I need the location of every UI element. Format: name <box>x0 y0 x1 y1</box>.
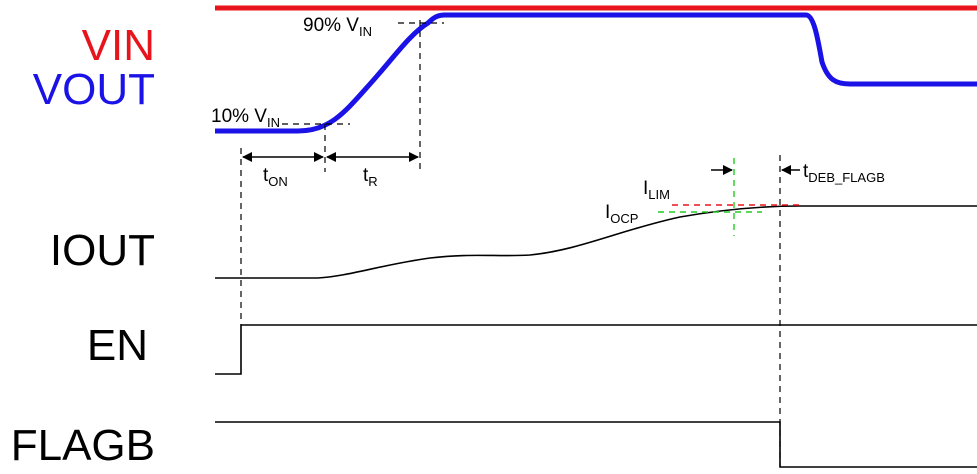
iout-label: IOUT <box>50 226 155 275</box>
ninety-percent-vin-label: 90% VIN <box>303 15 372 39</box>
flagb-label: FLAGB <box>11 421 155 470</box>
flagb-waveform <box>215 421 977 468</box>
en-waveform <box>215 324 977 375</box>
ton-label: tON <box>263 165 288 189</box>
tdeb-flagb-label: tDEB_FLAGB <box>803 161 885 185</box>
ilim-label: ILIM <box>643 178 670 202</box>
en-label: EN <box>87 321 148 370</box>
vout-label: VOUT <box>33 65 155 114</box>
iocp-label: IOCP <box>605 202 638 226</box>
vout-waveform <box>215 12 977 134</box>
ten-percent-vin-label: 10% VIN <box>211 106 280 130</box>
vin-label: VIN <box>82 21 155 70</box>
tr-label: tR <box>363 165 378 189</box>
iout-waveform <box>215 205 977 279</box>
